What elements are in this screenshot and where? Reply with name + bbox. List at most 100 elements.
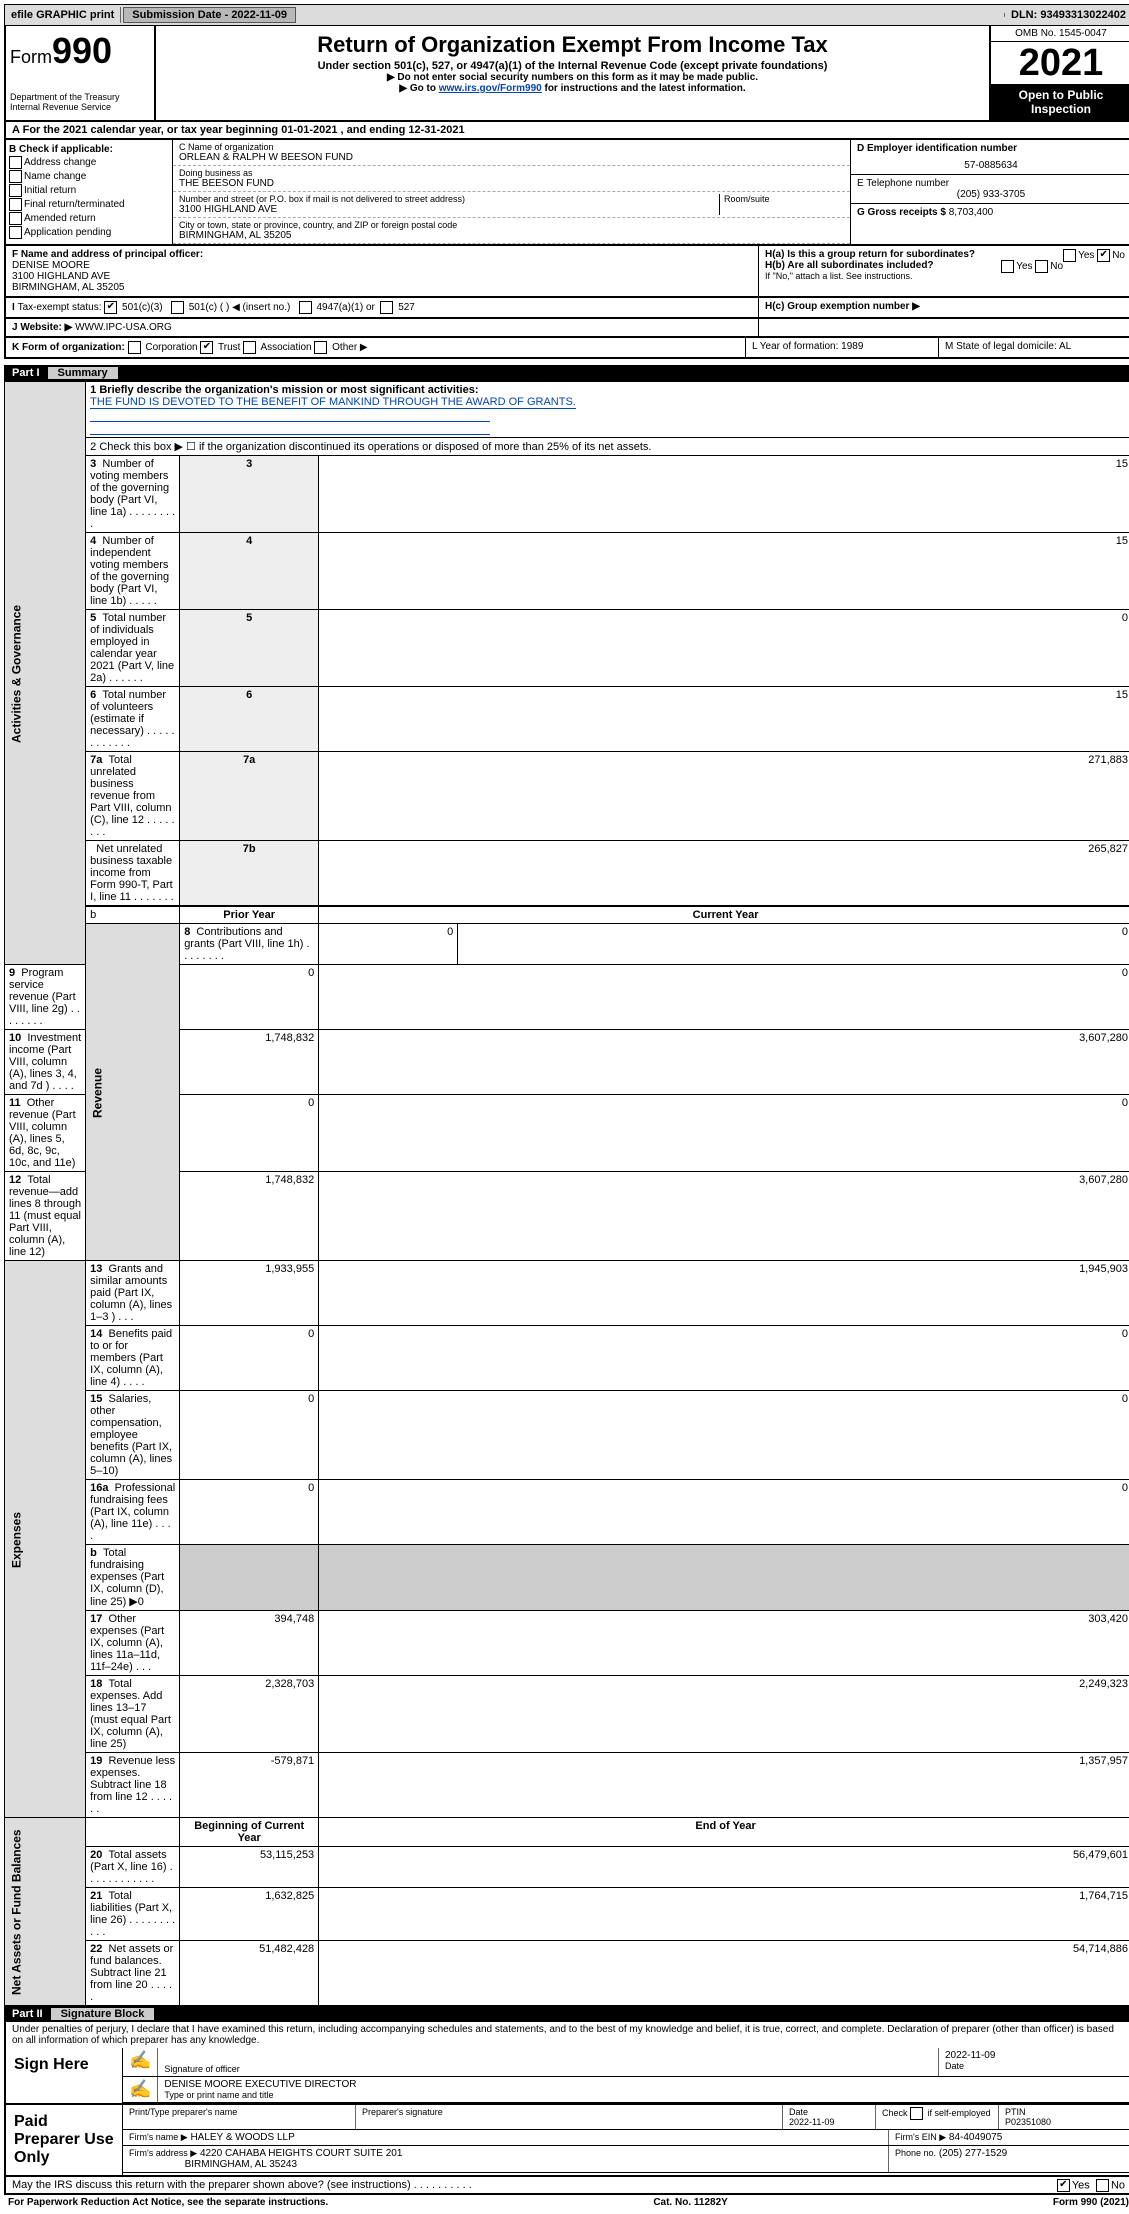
- header-mid: Return of Organization Exempt From Incom…: [156, 26, 989, 120]
- chk-trust[interactable]: [200, 341, 213, 354]
- line1-label: 1 Briefly describe the organization's mi…: [90, 384, 478, 396]
- summary-line-4-value: 15: [319, 533, 1129, 610]
- rev-10-desc: 10 Investment income (Part VIII, column …: [5, 1030, 86, 1095]
- summary-line-7a-value: 271,883: [319, 752, 1129, 841]
- chk-hb-yes[interactable]: [1001, 260, 1014, 273]
- chk-501c3[interactable]: [104, 301, 117, 314]
- sig-officer-label: Signature of officer: [164, 2064, 932, 2074]
- type-name-label: Type or print name and title: [164, 2090, 1125, 2100]
- rev-10-prior: 1,748,832: [180, 1030, 319, 1095]
- pen-icon-2: ✍: [123, 2077, 158, 2102]
- ptin-label: PTIN: [1005, 2107, 1026, 2117]
- chk-self-employed[interactable]: [910, 2107, 923, 2120]
- rev-9-prior: 0: [180, 965, 319, 1030]
- chk-4947[interactable]: [299, 301, 312, 314]
- rev-12-current: 3,607,280: [319, 1172, 1129, 1261]
- exp-17-current: 303,420: [319, 1611, 1129, 1676]
- exp-19-desc: 19 Revenue less expenses. Subtract line …: [86, 1753, 180, 1818]
- chk-discuss-yes[interactable]: [1057, 2179, 1070, 2192]
- chk-application-pending[interactable]: [9, 226, 22, 239]
- na-22-begin: 51,482,428: [180, 1941, 319, 2006]
- submission-date-button[interactable]: Submission Date - 2022-11-09: [123, 7, 296, 23]
- chk-hb-no[interactable]: [1035, 260, 1048, 273]
- irs-discuss-row: May the IRS discuss this return with the…: [4, 2177, 1129, 2195]
- rev-8-prior: 0: [319, 924, 458, 965]
- ein-label: D Employer identification number: [857, 143, 1017, 154]
- rev-9-desc: 9 Program service revenue (Part VIII, li…: [5, 965, 86, 1030]
- firm-addr2: BIRMINGHAM, AL 35243: [185, 2159, 297, 2170]
- irs-form990-link[interactable]: www.irs.gov/Form990: [439, 83, 542, 94]
- chk-ha-no[interactable]: [1097, 249, 1110, 262]
- exp-15-desc: 15 Salaries, other compensation, employe…: [86, 1391, 180, 1480]
- hb-label: H(b) Are all subordinates included?: [765, 260, 934, 271]
- summary-line-7b-desc: Net unrelated business taxable income fr…: [86, 841, 180, 907]
- col-b-label: B Check if applicable:: [9, 144, 113, 155]
- current-year-hdr: Current Year: [319, 906, 1129, 924]
- m-state-domicile: M State of legal domicile: AL: [938, 338, 1129, 357]
- room-label: Room/suite: [724, 194, 844, 204]
- city-label: City or town, state or province, country…: [179, 220, 844, 230]
- mission-text: THE FUND IS DEVOTED TO THE BENEFIT OF MA…: [90, 396, 576, 409]
- paid-preparer-label: Paid Preparer Use Only: [6, 2105, 123, 2175]
- summary-line-7a-desc: 7a Total unrelated business revenue from…: [86, 752, 180, 841]
- chk-address-change[interactable]: [9, 156, 22, 169]
- chk-discuss-no[interactable]: [1096, 2179, 1109, 2192]
- officer-name: DENISE MOORE: [12, 260, 90, 271]
- summary-line-7b-ref: 7b: [180, 841, 319, 907]
- summary-line-4-ref: 4: [180, 533, 319, 610]
- vlabel-governance: Activities & Governance: [5, 382, 86, 965]
- row-a-text: For the 2021 calendar year, or tax year …: [23, 124, 465, 136]
- chk-ha-yes[interactable]: [1063, 249, 1076, 262]
- chk-name-change[interactable]: [9, 170, 22, 183]
- cat-no: Cat. No. 11282Y: [653, 2197, 727, 2208]
- vlabel-revenue: Revenue: [86, 924, 180, 1261]
- mission-blank1: [90, 409, 490, 422]
- exp-17-desc: 17 Other expenses (Part IX, column (A), …: [86, 1611, 180, 1676]
- part1-title: Summary: [48, 367, 118, 379]
- tax-year: 2021: [991, 42, 1129, 84]
- officer-addr2: BIRMINGHAM, AL 35205: [12, 282, 124, 293]
- form-number: 990: [52, 30, 112, 71]
- prep-sig-label: Preparer's signature: [356, 2105, 783, 2129]
- exp-13-desc: 13 Grants and similar amounts paid (Part…: [86, 1261, 180, 1326]
- chk-501c[interactable]: [171, 301, 184, 314]
- note-ssn: ▶ Do not enter social security numbers o…: [160, 72, 985, 83]
- penalties-text: Under penalties of perjury, I declare th…: [4, 2022, 1129, 2048]
- website-url: WWW.IPC-USA.ORG: [75, 322, 172, 333]
- chk-initial-return[interactable]: [9, 184, 22, 197]
- summary-line-6-desc: 6 Total number of volunteers (estimate i…: [86, 687, 180, 752]
- firm-ein: 84-4049075: [949, 2132, 1002, 2143]
- rev-11-current: 0: [319, 1095, 1129, 1172]
- exp-18-current: 2,249,323: [319, 1676, 1129, 1753]
- rev-10-current: 3,607,280: [319, 1030, 1129, 1095]
- row-i: I Tax-exempt status: 501(c)(3) 501(c) ( …: [4, 298, 1129, 319]
- begin-year-hdr: Beginning of Current Year: [180, 1818, 319, 1847]
- part1-header: Part I Summary: [4, 365, 1129, 381]
- na-21-end: 1,764,715: [319, 1888, 1129, 1941]
- note-goto-pre: ▶ Go to: [399, 83, 438, 94]
- exp-19-current: 1,357,957: [319, 1753, 1129, 1818]
- pra-notice: For Paperwork Reduction Act Notice, see …: [8, 2197, 328, 2208]
- hc-label: H(c) Group exemption number ▶: [765, 301, 920, 312]
- block-bcd: B Check if applicable: Address change Na…: [4, 140, 1129, 246]
- exp-18-desc: 18 Total expenses. Add lines 13–17 (must…: [86, 1676, 180, 1753]
- exp-17-prior: 394,748: [180, 1611, 319, 1676]
- part1-num: Part I: [12, 367, 48, 379]
- exp-16a-prior: 0: [180, 1480, 319, 1545]
- chk-amended-return[interactable]: [9, 212, 22, 225]
- summary-line-7a-ref: 7a: [180, 752, 319, 841]
- na-20-desc: 20 Total assets (Part X, line 16) . . . …: [86, 1847, 180, 1888]
- efile-graphic-label[interactable]: efile GRAPHIC print: [5, 7, 121, 23]
- sig-date-value: 2022-11-09: [945, 2050, 1125, 2061]
- form-subtitle: Under section 501(c), 527, or 4947(a)(1)…: [160, 60, 985, 72]
- na-22-end: 54,714,886: [319, 1941, 1129, 2006]
- chk-527[interactable]: [380, 301, 393, 314]
- summary-line-3-ref: 3: [180, 456, 319, 533]
- chk-assoc[interactable]: [243, 341, 256, 354]
- street: 3100 HIGHLAND AVE: [179, 204, 719, 215]
- sign-here-label: Sign Here: [6, 2048, 123, 2103]
- chk-other[interactable]: [314, 341, 327, 354]
- chk-final-return[interactable]: [9, 198, 22, 211]
- chk-corp[interactable]: [128, 341, 141, 354]
- ha-label: H(a) Is this a group return for subordin…: [765, 249, 975, 260]
